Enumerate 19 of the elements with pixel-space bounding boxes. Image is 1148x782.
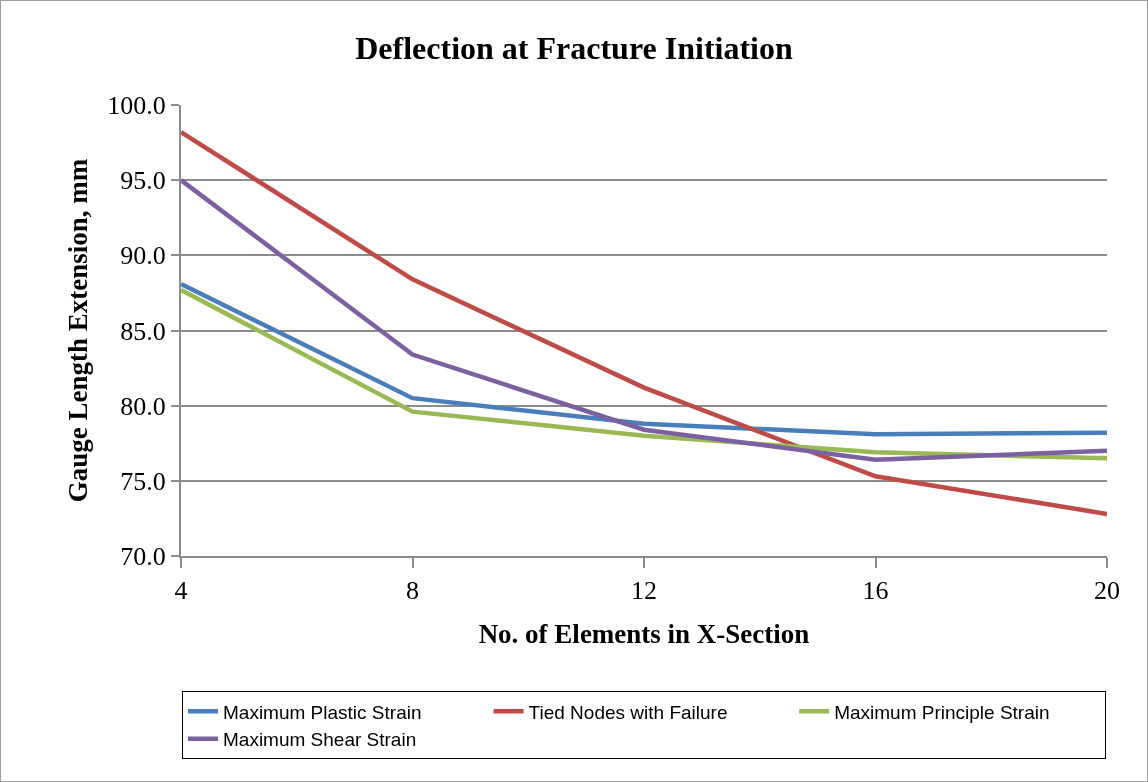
- legend-label: Maximum Plastic Strain: [223, 701, 422, 723]
- y-tick-label: 70.0: [120, 542, 166, 572]
- y-tick-label: 100.0: [107, 91, 166, 121]
- y-tick-label: 95.0: [120, 166, 166, 196]
- y-axis-title: Gauge Length Extension, mm: [62, 158, 93, 503]
- y-tick-label: 75.0: [120, 466, 166, 496]
- legend-label: Maximum Principle Strain: [834, 701, 1050, 723]
- x-tick-label: 20: [1094, 576, 1120, 606]
- y-tick-label: 80.0: [120, 391, 166, 421]
- legend-label: Tied Nodes with Failure: [528, 701, 728, 723]
- x-tick-label: 4: [174, 576, 188, 606]
- x-tick-label: 8: [406, 576, 419, 606]
- y-tick-label: 85.0: [120, 316, 166, 346]
- y-tick-label: 90.0: [120, 241, 166, 271]
- x-axis-title: No. of Elements in X-Section: [478, 619, 810, 650]
- legend-label: Maximum Shear Strain: [223, 729, 417, 751]
- chart-title: Deflection at Fracture Initiation: [355, 29, 793, 66]
- x-tick-label: 12: [631, 576, 657, 606]
- x-tick-label: 16: [862, 576, 889, 606]
